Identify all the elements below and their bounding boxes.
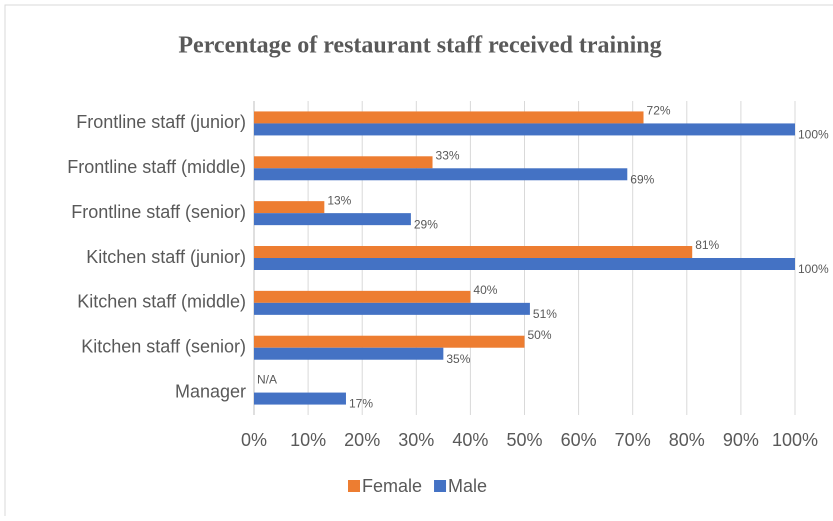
legend-label: Female: [362, 476, 422, 496]
bar: [254, 168, 628, 181]
value-label: 100%: [798, 262, 829, 276]
y-tick-label: Kitchen staff (junior): [86, 247, 246, 267]
y-tick-label: Frontline staff (senior): [71, 202, 246, 222]
bar: [254, 335, 525, 348]
x-tick-label: 40%: [452, 430, 488, 450]
value-label: 13%: [327, 193, 351, 207]
bar: [254, 347, 444, 360]
x-tick-label: 90%: [723, 430, 759, 450]
bar: [254, 156, 433, 169]
bar: [254, 392, 346, 405]
bar: [254, 290, 471, 303]
x-tick-label: 50%: [506, 430, 542, 450]
y-tick-label: Frontline staff (junior): [76, 112, 246, 132]
x-tick-label: 0%: [241, 430, 267, 450]
value-label: 29%: [414, 217, 438, 231]
y-tick-label: Kitchen staff (senior): [81, 336, 246, 356]
bar: [254, 213, 411, 226]
y-tick-label: Manager: [175, 381, 246, 401]
value-label: 72%: [647, 104, 671, 118]
value-label: 35%: [446, 352, 470, 366]
legend-swatch: [348, 480, 360, 492]
value-label: 69%: [630, 172, 654, 186]
y-tick-label: Kitchen staff (middle): [77, 292, 246, 312]
value-label: N/A: [257, 373, 277, 387]
legend-swatch: [434, 480, 447, 492]
value-label: 33%: [436, 148, 460, 162]
x-tick-label: 100%: [772, 430, 818, 450]
bar: [254, 201, 325, 214]
bar: [254, 246, 693, 258]
value-label: 17%: [349, 397, 373, 411]
x-tick-label: 20%: [344, 430, 380, 450]
value-label: 40%: [473, 283, 497, 297]
x-tick-label: 80%: [669, 430, 705, 450]
value-label: 51%: [533, 307, 557, 321]
x-tick-label: 10%: [290, 430, 326, 450]
chart-title: Percentage of restaurant staff received …: [178, 33, 661, 59]
x-tick-label: 70%: [615, 430, 651, 450]
x-tick-label: 30%: [398, 430, 434, 450]
bar: [254, 258, 795, 270]
x-tick-label: 60%: [561, 430, 597, 450]
bar: [254, 111, 644, 124]
bar: [254, 302, 530, 315]
legend-label: Male: [448, 476, 487, 496]
value-label: 50%: [528, 328, 552, 342]
bar: [254, 123, 795, 136]
value-label: 100%: [798, 128, 829, 142]
y-tick-label: Frontline staff (middle): [67, 157, 246, 177]
value-label: 81%: [695, 238, 719, 252]
